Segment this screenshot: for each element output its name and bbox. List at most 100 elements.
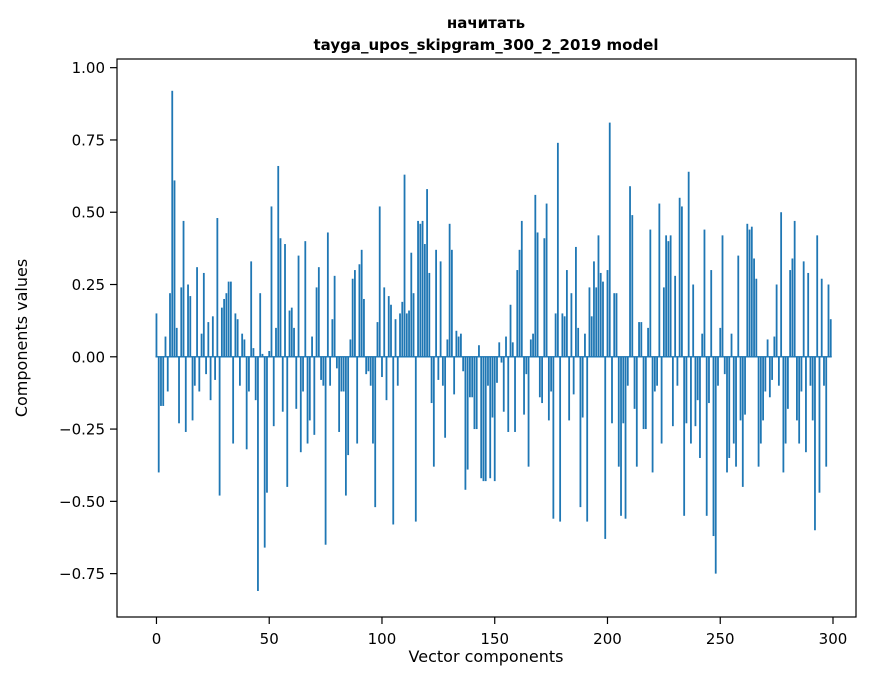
bar [604,356,607,539]
bar [809,356,812,386]
bar [480,356,483,479]
bar [708,356,710,404]
bar [511,342,514,357]
bar [617,356,620,467]
x-tick-label: 100 [368,630,397,648]
y-tick-label: −0.50 [59,493,105,511]
bar [281,356,284,412]
bar [225,293,228,357]
bar [699,356,701,458]
bar [536,232,539,357]
bar [392,356,395,525]
bar [211,316,214,357]
x-tick-label: 300 [819,630,848,648]
bar [290,307,293,357]
bar [270,206,273,357]
bar [608,122,611,357]
bar [750,226,753,357]
bar [746,223,749,357]
bar [683,356,686,516]
bar [721,235,724,357]
bar [180,287,183,357]
bar [791,258,794,357]
bar [525,356,528,375]
bar [705,356,708,516]
bar [376,322,379,357]
bar [478,345,480,357]
bar [469,356,471,398]
bar [568,356,571,421]
bar [279,238,282,357]
bar [656,356,658,386]
bar [753,258,755,357]
bar [360,249,363,357]
bar [378,206,381,357]
bar [768,356,771,398]
x-axis: 0 50 100 150 200 250 300 [152,617,848,648]
bar [385,356,388,401]
bar [685,356,688,424]
bar [344,356,347,496]
bar [396,356,399,386]
bar [572,356,575,395]
bar [457,336,460,357]
bar [410,252,413,357]
bar [401,301,404,357]
bar [581,356,584,418]
bar [624,356,627,519]
bar [435,249,437,357]
bar [710,270,713,357]
bar [311,336,313,357]
bar [620,356,622,516]
bar [626,356,629,386]
bar [286,356,289,487]
bar [306,356,309,444]
bar [748,229,751,357]
bar [690,356,692,444]
bar [173,180,176,357]
bar [164,336,167,357]
bar [611,356,613,424]
y-tick-label: 0.50 [72,204,105,222]
bar [534,194,537,357]
bar [802,261,805,357]
bar [331,319,334,357]
bar [800,356,803,392]
bar [644,356,647,430]
bar [694,356,697,427]
bar [466,356,469,470]
bar [820,278,823,357]
bar [789,270,792,357]
bar [304,241,307,357]
bar [829,319,832,357]
bar [730,333,733,357]
bar [532,333,534,357]
chart-title-model: tayga_upos_skipgram_300_2_2019 model [314,36,659,54]
bar [358,264,361,357]
bar [421,220,424,357]
bar [529,339,532,357]
bar [234,313,237,357]
bar [507,356,510,432]
bar [588,287,591,357]
bar [541,356,543,404]
bar [387,296,390,357]
plot-frame [116,58,857,618]
bar [658,203,661,357]
bar [446,339,449,357]
bar [811,356,814,421]
bar [712,356,715,537]
bar [205,356,207,375]
bar [453,356,456,395]
bar [773,336,776,357]
bar [313,356,316,435]
bar [326,232,329,357]
bar [419,223,422,357]
bar [437,356,440,380]
bar [241,333,244,357]
bar [363,298,365,357]
bar [523,356,525,415]
bar [367,356,370,372]
bar [629,186,631,357]
